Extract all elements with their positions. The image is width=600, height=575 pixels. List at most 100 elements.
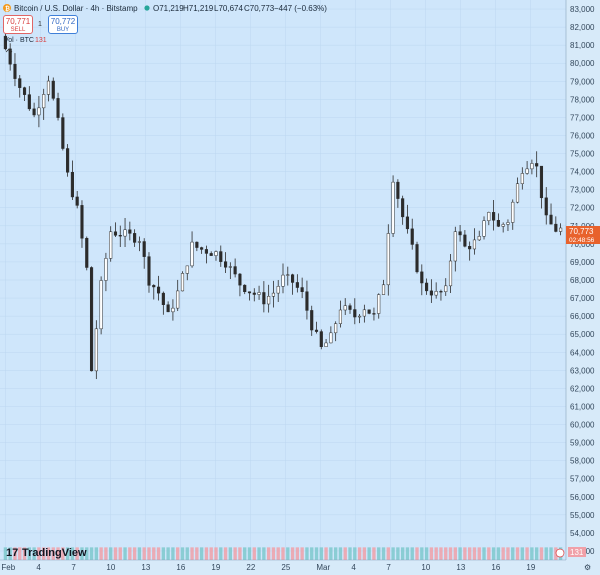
volume-bar	[381, 547, 386, 560]
candle-body	[319, 331, 323, 347]
volume-bar	[37, 547, 41, 560]
candle-body	[549, 214, 553, 225]
candle-body	[501, 224, 505, 227]
volume-bar	[147, 547, 151, 560]
candle-body	[343, 305, 347, 311]
volume-bar	[276, 547, 280, 560]
watermark-text: TradingView	[22, 547, 87, 559]
candle-body	[295, 282, 299, 288]
volume-legend[interactable]: Vol · BTC 131	[4, 37, 47, 53]
volume-bar	[448, 547, 453, 560]
candle-body	[444, 285, 448, 292]
y-tick-label: 65,000	[570, 330, 595, 339]
volume-bar	[525, 547, 529, 560]
y-tick-label: 81,000	[570, 41, 595, 50]
alarm-icon[interactable]	[555, 548, 565, 558]
volume-bar	[42, 547, 46, 560]
candle-body	[386, 233, 390, 286]
volume-bar	[75, 547, 79, 560]
volume-bar	[506, 547, 510, 560]
volume-bar	[46, 547, 51, 560]
x-tick-label: 22	[246, 563, 255, 572]
volume-bar	[247, 547, 252, 560]
volume-bar	[530, 547, 534, 560]
candle-body	[453, 231, 457, 262]
volume-bar	[271, 547, 276, 560]
candle-body	[171, 307, 175, 313]
volume-bar	[324, 547, 328, 560]
volume-bar	[458, 547, 462, 560]
candle-body	[539, 165, 544, 199]
candle-body	[367, 309, 371, 314]
volume-bar	[166, 547, 170, 560]
volume-bar	[137, 547, 142, 560]
candle-body	[358, 315, 362, 318]
volume-bar	[482, 547, 486, 560]
candle-body	[156, 286, 161, 294]
volume-bar	[65, 547, 70, 560]
candle-body	[180, 273, 185, 292]
volume-bar	[463, 547, 467, 560]
candle-body	[362, 309, 366, 317]
tradingview-watermark: 17 TradingView	[6, 547, 87, 559]
y-tick-label: 74,000	[570, 168, 595, 177]
volume-bar	[491, 547, 496, 560]
candle-body	[405, 216, 410, 230]
settings-gear-icon[interactable]: ⚙	[584, 563, 591, 572]
candle-body	[18, 78, 22, 88]
volume-bar	[204, 547, 209, 560]
candle-body	[128, 229, 132, 234]
volume-bar	[400, 547, 405, 560]
volume-bar	[362, 547, 367, 560]
candle-body	[482, 220, 486, 237]
symbol-legend[interactable]: ₿ Bitcoin / U.S. Dollar · 4h · Bitstamp …	[3, 4, 327, 13]
candle-body	[544, 197, 548, 216]
volume-bar	[214, 547, 218, 560]
candle-body	[310, 310, 314, 331]
last-price-value: 70,773	[569, 227, 594, 236]
y-tick-label: 61,000	[570, 402, 595, 411]
candle-body	[506, 222, 510, 225]
y-tick-label: 68,000	[570, 276, 595, 285]
candle-body	[56, 98, 60, 118]
volume-bar	[453, 547, 457, 560]
candle-body	[147, 256, 151, 286]
volume-bar	[266, 547, 271, 560]
candle-body	[247, 291, 252, 294]
candle-body	[267, 296, 271, 305]
candle-body	[109, 231, 113, 259]
volume-bar	[496, 547, 501, 560]
candle-body	[554, 223, 558, 232]
volume-bar	[357, 547, 362, 560]
y-tick-label: 56,000	[570, 493, 595, 502]
candle-body	[429, 290, 433, 296]
time-axis-panel[interactable]: Feb 4 7 10 13 16 19 22 25 Mar 4 7 10 13 16 19	[0, 559, 600, 575]
bitcoin-icon-glyph: ₿	[5, 6, 10, 13]
candle-body	[190, 241, 194, 267]
volume-bar	[195, 547, 199, 560]
sell-button[interactable]: 70,771 SELL	[3, 15, 33, 34]
candle-body	[209, 253, 213, 256]
candle-body	[520, 173, 524, 184]
volume-bar	[501, 547, 505, 560]
buy-price: 70,772	[50, 17, 76, 26]
volume-bar	[295, 547, 300, 560]
volume-bar	[338, 547, 343, 560]
candle-body	[252, 292, 256, 295]
candle-body	[439, 291, 443, 293]
volume-bar	[223, 547, 228, 560]
price-axis-panel[interactable]: 83,000 82,000 81,000 80,000 79,000 78,000 77,0…	[565, 0, 600, 575]
volume-bar	[104, 547, 108, 560]
collapse-chevron-icon[interactable]	[5, 48, 13, 53]
volume-bar	[290, 547, 295, 560]
y-tick-label: 70,000	[570, 240, 595, 249]
candle-body	[492, 212, 496, 221]
candle-body	[353, 309, 357, 318]
volume-bar	[487, 547, 491, 560]
buy-button[interactable]: 70,772 BUY	[48, 15, 78, 34]
candle-body	[415, 244, 419, 273]
candle-body	[448, 260, 453, 287]
candle-body	[243, 284, 247, 292]
volume-bar	[171, 547, 175, 560]
